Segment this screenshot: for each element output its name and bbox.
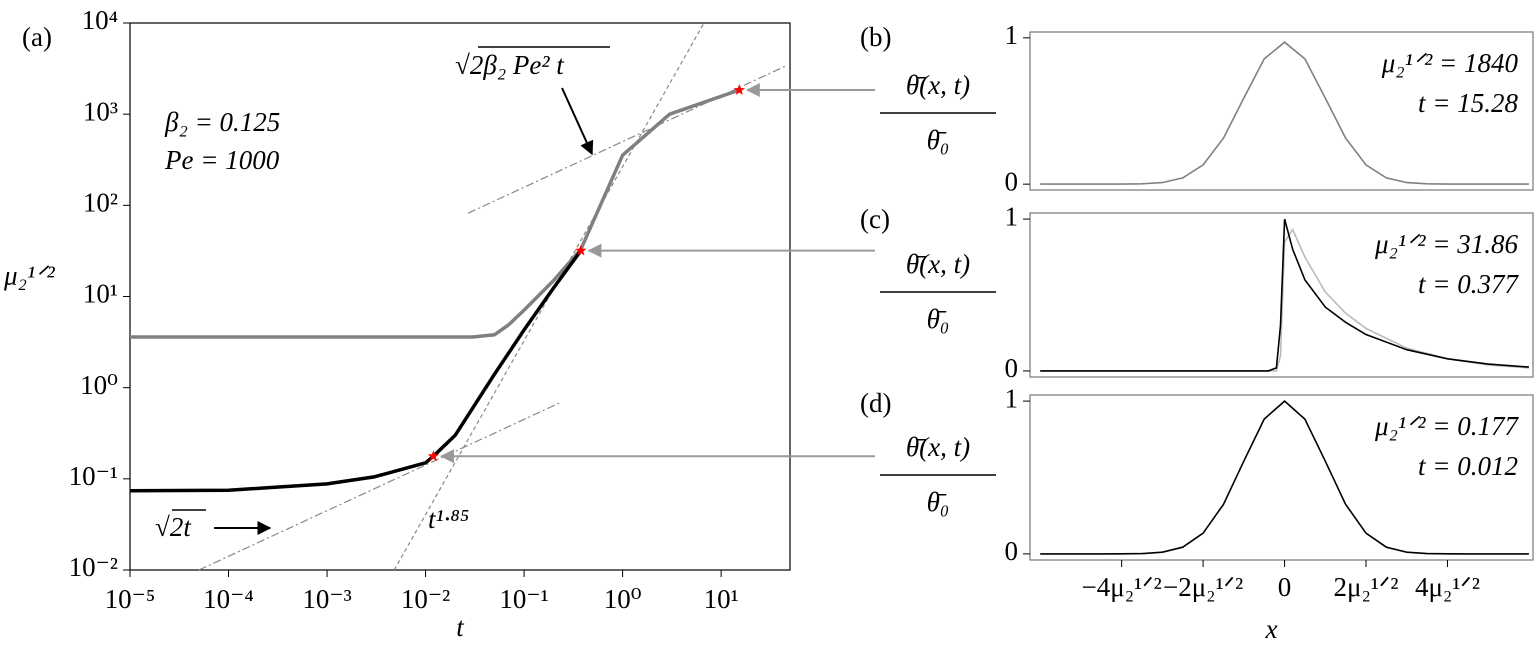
curve — [1040, 400, 1529, 555]
annotation: t = 15.28 — [1418, 88, 1518, 118]
y-tick-label: 10⁻¹ — [69, 461, 118, 491]
x-tick-label: 10¹ — [704, 584, 739, 614]
annotation: Pe = 1000 — [164, 145, 280, 175]
x-tick-label: 10⁻³ — [302, 584, 351, 614]
y-tick-label: 0 — [1005, 536, 1019, 566]
y-axis-label: μ₂¹ᐟ² — [3, 261, 55, 291]
y-tick-label: 10² — [83, 188, 118, 218]
x-tick-label: 0 — [1278, 572, 1292, 602]
x-tick-label: 10⁻⁵ — [105, 584, 156, 614]
panel-label: (c) — [860, 204, 890, 234]
y-tick-label: 10¹ — [83, 279, 118, 309]
x-axis-label: x — [1265, 614, 1278, 644]
star-marker — [733, 84, 745, 95]
annotation: t¹·⁸⁵ — [428, 504, 469, 534]
panel-label: (d) — [860, 388, 891, 418]
x-axis-label: t — [456, 612, 465, 642]
y-axis-label-numerator: θ̄(x, t) — [906, 249, 970, 279]
curve — [1040, 218, 1529, 372]
plot-frame — [1029, 31, 1534, 191]
x-tick-label: 10⁻² — [401, 584, 450, 614]
y-tick-label: 0 — [1005, 353, 1019, 383]
y-tick-label: 1 — [1005, 383, 1019, 413]
x-tick-label: 10⁻⁴ — [203, 584, 254, 614]
y-tick-label: 10³ — [83, 96, 118, 126]
annotation: √2β₂ Pe² t — [455, 50, 565, 80]
curve — [129, 249, 583, 493]
annotation: μ₂¹ᐟ² = 1840 — [1381, 48, 1519, 78]
plot-frame — [1029, 394, 1534, 561]
panel-label: (b) — [860, 22, 891, 52]
x-tick-label: −2μ₂¹ᐟ² — [1163, 572, 1243, 602]
x-tick-label: 4μ₂¹ᐟ² — [1415, 572, 1480, 602]
annotation: β₂ = 0.125 — [164, 107, 280, 137]
y-axis-label-denominator: θ̄₀ — [927, 125, 950, 155]
star-marker — [427, 450, 440, 462]
y-axis-label-denominator: θ̄₀ — [927, 487, 950, 517]
annotation: t = 0.012 — [1418, 451, 1518, 481]
y-tick-label: 1 — [1005, 201, 1019, 231]
x-tick-label: −4μ₂¹ᐟ² — [1082, 572, 1162, 602]
x-tick-label: 2μ₂¹ᐟ² — [1334, 572, 1399, 602]
x-tick-label: 10⁻¹ — [499, 584, 548, 614]
guide-line — [198, 402, 560, 571]
annotation: √2t — [155, 512, 192, 542]
x-tick-label: 10⁰ — [604, 584, 642, 614]
annotation: μ₂¹ᐟ² = 0.177 — [1374, 411, 1520, 441]
panel-label: (a) — [22, 22, 52, 52]
curve — [1040, 41, 1529, 185]
y-tick-label: 10⁻² — [69, 552, 118, 582]
annotation: t = 0.377 — [1418, 269, 1519, 299]
curve — [130, 88, 740, 339]
star-marker — [575, 244, 587, 256]
annotation-arrow — [561, 87, 594, 156]
y-tick-label: 10⁰ — [80, 370, 118, 400]
y-tick-label: 0 — [1005, 166, 1019, 196]
y-tick-label: 1 — [1005, 20, 1019, 50]
annotation: μ₂¹ᐟ² = 31.86 — [1374, 229, 1519, 259]
y-axis-label-numerator: θ̄(x, t) — [906, 70, 970, 100]
plot-frame — [1029, 212, 1534, 378]
y-axis-label-denominator: θ̄₀ — [927, 304, 950, 334]
y-tick-label: 10⁴ — [82, 5, 118, 35]
y-axis-label-numerator: θ̄(x, t) — [906, 432, 970, 462]
